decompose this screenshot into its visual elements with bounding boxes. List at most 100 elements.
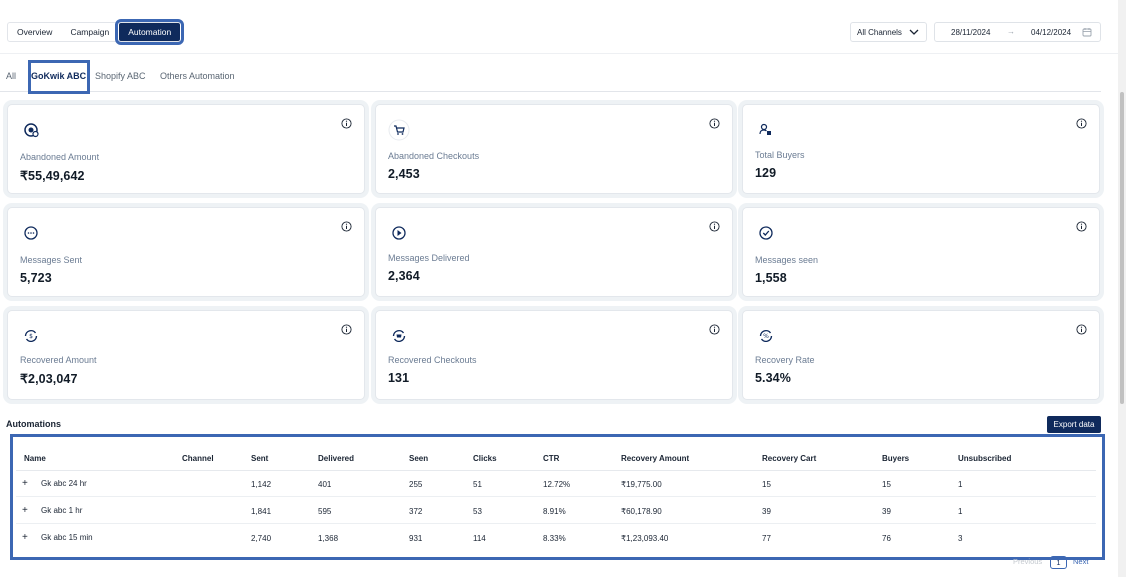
message-icon [24, 226, 38, 240]
date-end: 04/12/2024 [1031, 28, 1072, 37]
column-clicks[interactable]: Clicks [473, 454, 497, 463]
card-value: 5,723 [20, 271, 52, 285]
card-value: 2,364 [388, 269, 420, 283]
table-row[interactable]: + Gk abc 1 hr 1,841 595 372 53 8.91% ₹60… [16, 498, 1096, 524]
cell-delivered: 401 [318, 480, 332, 489]
card-label: Abandoned Checkouts [388, 151, 480, 161]
cell-recovery-amount: ₹19,775.00 [621, 480, 662, 489]
cell-recovery-amount: ₹1,23,093.40 [621, 534, 669, 543]
cell-ctr: 8.33% [543, 534, 566, 543]
card-recovered-amount: $ Recovered Amount ₹2,03,047 [7, 310, 365, 400]
table-row[interactable]: + Gk abc 24 hr 1,142 401 255 51 12.72% ₹… [16, 471, 1096, 497]
column-name[interactable]: Name [24, 454, 46, 463]
scrollbar-thumb[interactable] [1120, 92, 1124, 404]
card-recovered-checkouts: Recovered Checkouts 131 [375, 310, 733, 400]
cell-seen: 372 [409, 507, 423, 516]
info-icon[interactable] [341, 324, 352, 335]
info-icon[interactable] [341, 118, 352, 129]
cell-sent: 1,142 [251, 480, 272, 489]
cell-delivered: 595 [318, 507, 332, 516]
card-label: Messages Delivered [388, 253, 470, 263]
recover-checkout-icon [392, 329, 406, 343]
tab-overview[interactable]: Overview [17, 27, 53, 37]
card-abandoned-checkouts: Abandoned Checkouts 2,453 [375, 104, 733, 194]
info-icon[interactable] [709, 324, 720, 335]
expand-row-icon[interactable]: + [22, 478, 28, 489]
card-label: Recovery Rate [755, 355, 815, 365]
column-recovery-cart[interactable]: Recovery Cart [762, 454, 817, 463]
channel-select-value: All Channels [857, 27, 902, 37]
info-icon[interactable] [709, 221, 720, 232]
cell-sent: 1,841 [251, 507, 272, 516]
expand-row-icon[interactable]: + [22, 532, 28, 543]
cell-ctr: 8.91% [543, 507, 566, 516]
cell-clicks: 53 [473, 507, 482, 516]
info-icon[interactable] [341, 221, 352, 232]
subtab-all[interactable]: All [6, 71, 17, 81]
delivered-icon [392, 226, 406, 240]
cell-name: Gk abc 1 hr [41, 506, 83, 515]
pagination-page[interactable]: 1 [1050, 556, 1067, 569]
column-delivered[interactable]: Delivered [318, 454, 355, 463]
card-value: ₹2,03,047 [20, 372, 78, 386]
column-channel[interactable]: Channel [182, 454, 214, 463]
info-icon[interactable] [1076, 221, 1087, 232]
column-unsubscribed[interactable]: Unsubscribed [958, 454, 1012, 463]
subtab-others-automation[interactable]: Others Automation [160, 71, 235, 81]
column-buyers[interactable]: Buyers [882, 454, 910, 463]
column-ctr[interactable]: CTR [543, 454, 560, 463]
money-icon [24, 123, 39, 138]
card-value: 2,453 [388, 167, 420, 181]
pagination-next[interactable]: Next [1073, 557, 1089, 566]
cell-name: Gk abc 15 min [41, 533, 93, 542]
table-header: Name Channel Sent Delivered Seen Clicks … [16, 447, 1096, 471]
automations-table: Name Channel Sent Delivered Seen Clicks … [10, 434, 1105, 560]
cell-clicks: 114 [473, 534, 486, 543]
card-messages-delivered: Messages Delivered 2,364 [375, 207, 733, 297]
info-icon[interactable] [1076, 118, 1087, 129]
cell-unsubscribed: 1 [958, 480, 963, 489]
subtab-shopify-abc[interactable]: Shopify ABC [95, 71, 146, 81]
card-abandoned-amount: Abandoned Amount ₹55,49,642 [7, 104, 365, 194]
date-range-picker[interactable]: 28/11/2024 → 04/12/2024 [934, 22, 1101, 42]
recovery-rate-icon: % [759, 329, 773, 343]
card-messages-seen: Messages seen 1,558 [742, 207, 1100, 297]
card-messages-sent: Messages Sent 5,723 [7, 207, 365, 297]
tab-campaign[interactable]: Campaign [70, 27, 110, 37]
chevron-down-icon [909, 29, 919, 35]
recover-amount-icon: $ [24, 329, 38, 343]
export-data-button[interactable]: Export data [1047, 416, 1101, 433]
pagination-previous[interactable]: Previous [1013, 557, 1043, 566]
card-value: 129 [755, 166, 777, 180]
channel-select[interactable]: All Channels [850, 22, 927, 42]
cell-buyers: 76 [882, 534, 891, 543]
subtab-highlight-outline [28, 60, 90, 94]
buyers-icon [759, 123, 771, 135]
subtab-gokwik-abc[interactable]: GoKwik ABC [31, 71, 87, 81]
column-recovery-amount[interactable]: Recovery Amount [621, 454, 690, 463]
card-label: Abandoned Amount [20, 152, 100, 162]
seen-check-icon [759, 226, 773, 240]
automations-title: Automations [6, 419, 61, 429]
cell-seen: 931 [409, 534, 423, 543]
cell-name: Gk abc 24 hr [41, 479, 87, 488]
cell-recovery-cart: 77 [762, 534, 771, 543]
column-seen[interactable]: Seen [409, 454, 429, 463]
svg-text:$: $ [29, 333, 33, 340]
expand-row-icon[interactable]: + [22, 505, 28, 516]
cell-recovery-cart: 15 [762, 480, 771, 489]
card-value: 131 [388, 371, 410, 385]
column-sent[interactable]: Sent [251, 454, 269, 463]
info-icon[interactable] [1076, 324, 1087, 335]
cell-clicks: 51 [473, 480, 482, 489]
top-bar: Overview Campaign Automation All Channel… [0, 0, 1118, 54]
tab-automation[interactable]: Automation [115, 19, 185, 45]
cell-buyers: 39 [882, 507, 891, 516]
cart-icon [388, 119, 410, 141]
cell-unsubscribed: 3 [958, 534, 963, 543]
cell-seen: 255 [409, 480, 423, 489]
info-icon[interactable] [709, 118, 720, 129]
cell-buyers: 15 [882, 480, 891, 489]
cell-recovery-cart: 39 [762, 507, 771, 516]
table-row[interactable]: + Gk abc 15 min 2,740 1,368 931 114 8.33… [16, 525, 1096, 551]
